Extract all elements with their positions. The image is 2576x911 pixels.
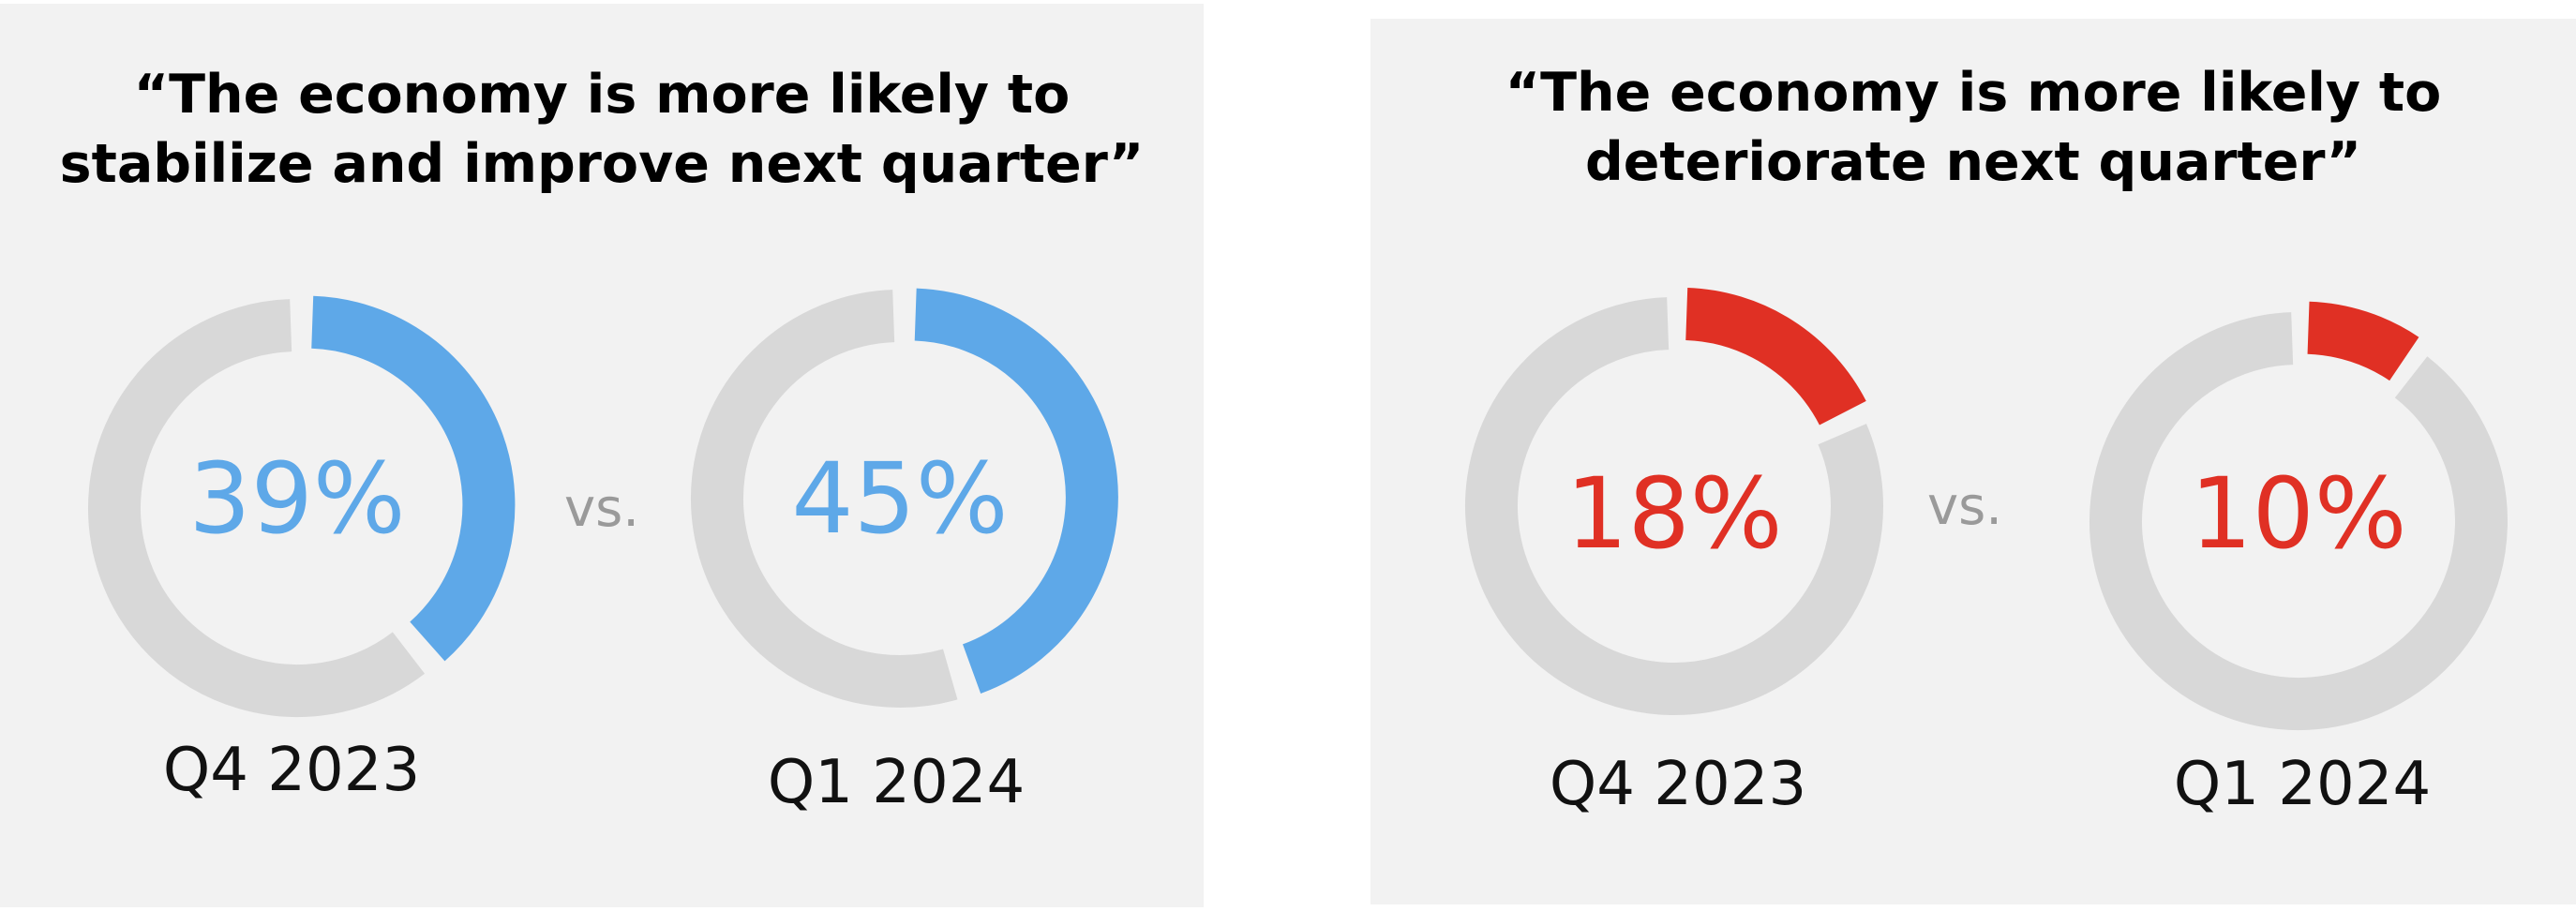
- period-label-q1-2024: Q1 2024: [767, 748, 1026, 817]
- donut-chart-q1-2024-deteriorate: 10%: [2089, 301, 2508, 730]
- chart-title-line1: “The economy is more likely to: [133, 64, 1071, 126]
- donut-value-label: 45%: [791, 441, 1008, 556]
- donut-value-arc: [310, 295, 516, 662]
- donut-value-label: 10%: [2190, 456, 2406, 571]
- donut-value-label: 18%: [1565, 456, 1782, 571]
- chart-title: “The economy is more likely to deteriora…: [1370, 58, 2576, 197]
- donut-remainder-arc: [691, 290, 958, 708]
- donut-value-label: 39%: [188, 441, 405, 556]
- chart-panel-deteriorate: “The economy is more likely to deteriora…: [1370, 19, 2576, 904]
- chart-panel-improve: “The economy is more likely to stabilize…: [0, 4, 1204, 907]
- period-label-q4-2023: Q4 2023: [1549, 750, 1807, 819]
- donut-chart-q1-2024-improve: 45%: [691, 288, 1118, 708]
- chart-title-line2: stabilize and improve next quarter”: [59, 133, 1145, 195]
- donut-chart-q4-2023-deteriorate: 18%: [1465, 288, 1883, 715]
- period-label-q1-2024: Q1 2024: [2173, 750, 2432, 819]
- donut-value-arc: [2306, 301, 2419, 381]
- vs-separator: vs.: [563, 478, 640, 539]
- chart-title: “The economy is more likely to stabilize…: [0, 60, 1204, 199]
- chart-title-line2: deteriorate next quarter”: [1584, 131, 2362, 193]
- donut-value-arc: [1685, 288, 1866, 426]
- donut-remainder-arc: [1465, 297, 1883, 715]
- donut-remainder-arc: [2089, 312, 2508, 730]
- donut-value-arc: [914, 288, 1118, 694]
- period-label-q4-2023: Q4 2023: [162, 736, 421, 805]
- chart-title-line1: “The economy is more likely to: [1505, 62, 2442, 124]
- donut-chart-q4-2023-improve: 39%: [88, 295, 516, 717]
- vs-separator: vs.: [1926, 476, 2003, 537]
- donut-remainder-arc: [88, 299, 425, 717]
